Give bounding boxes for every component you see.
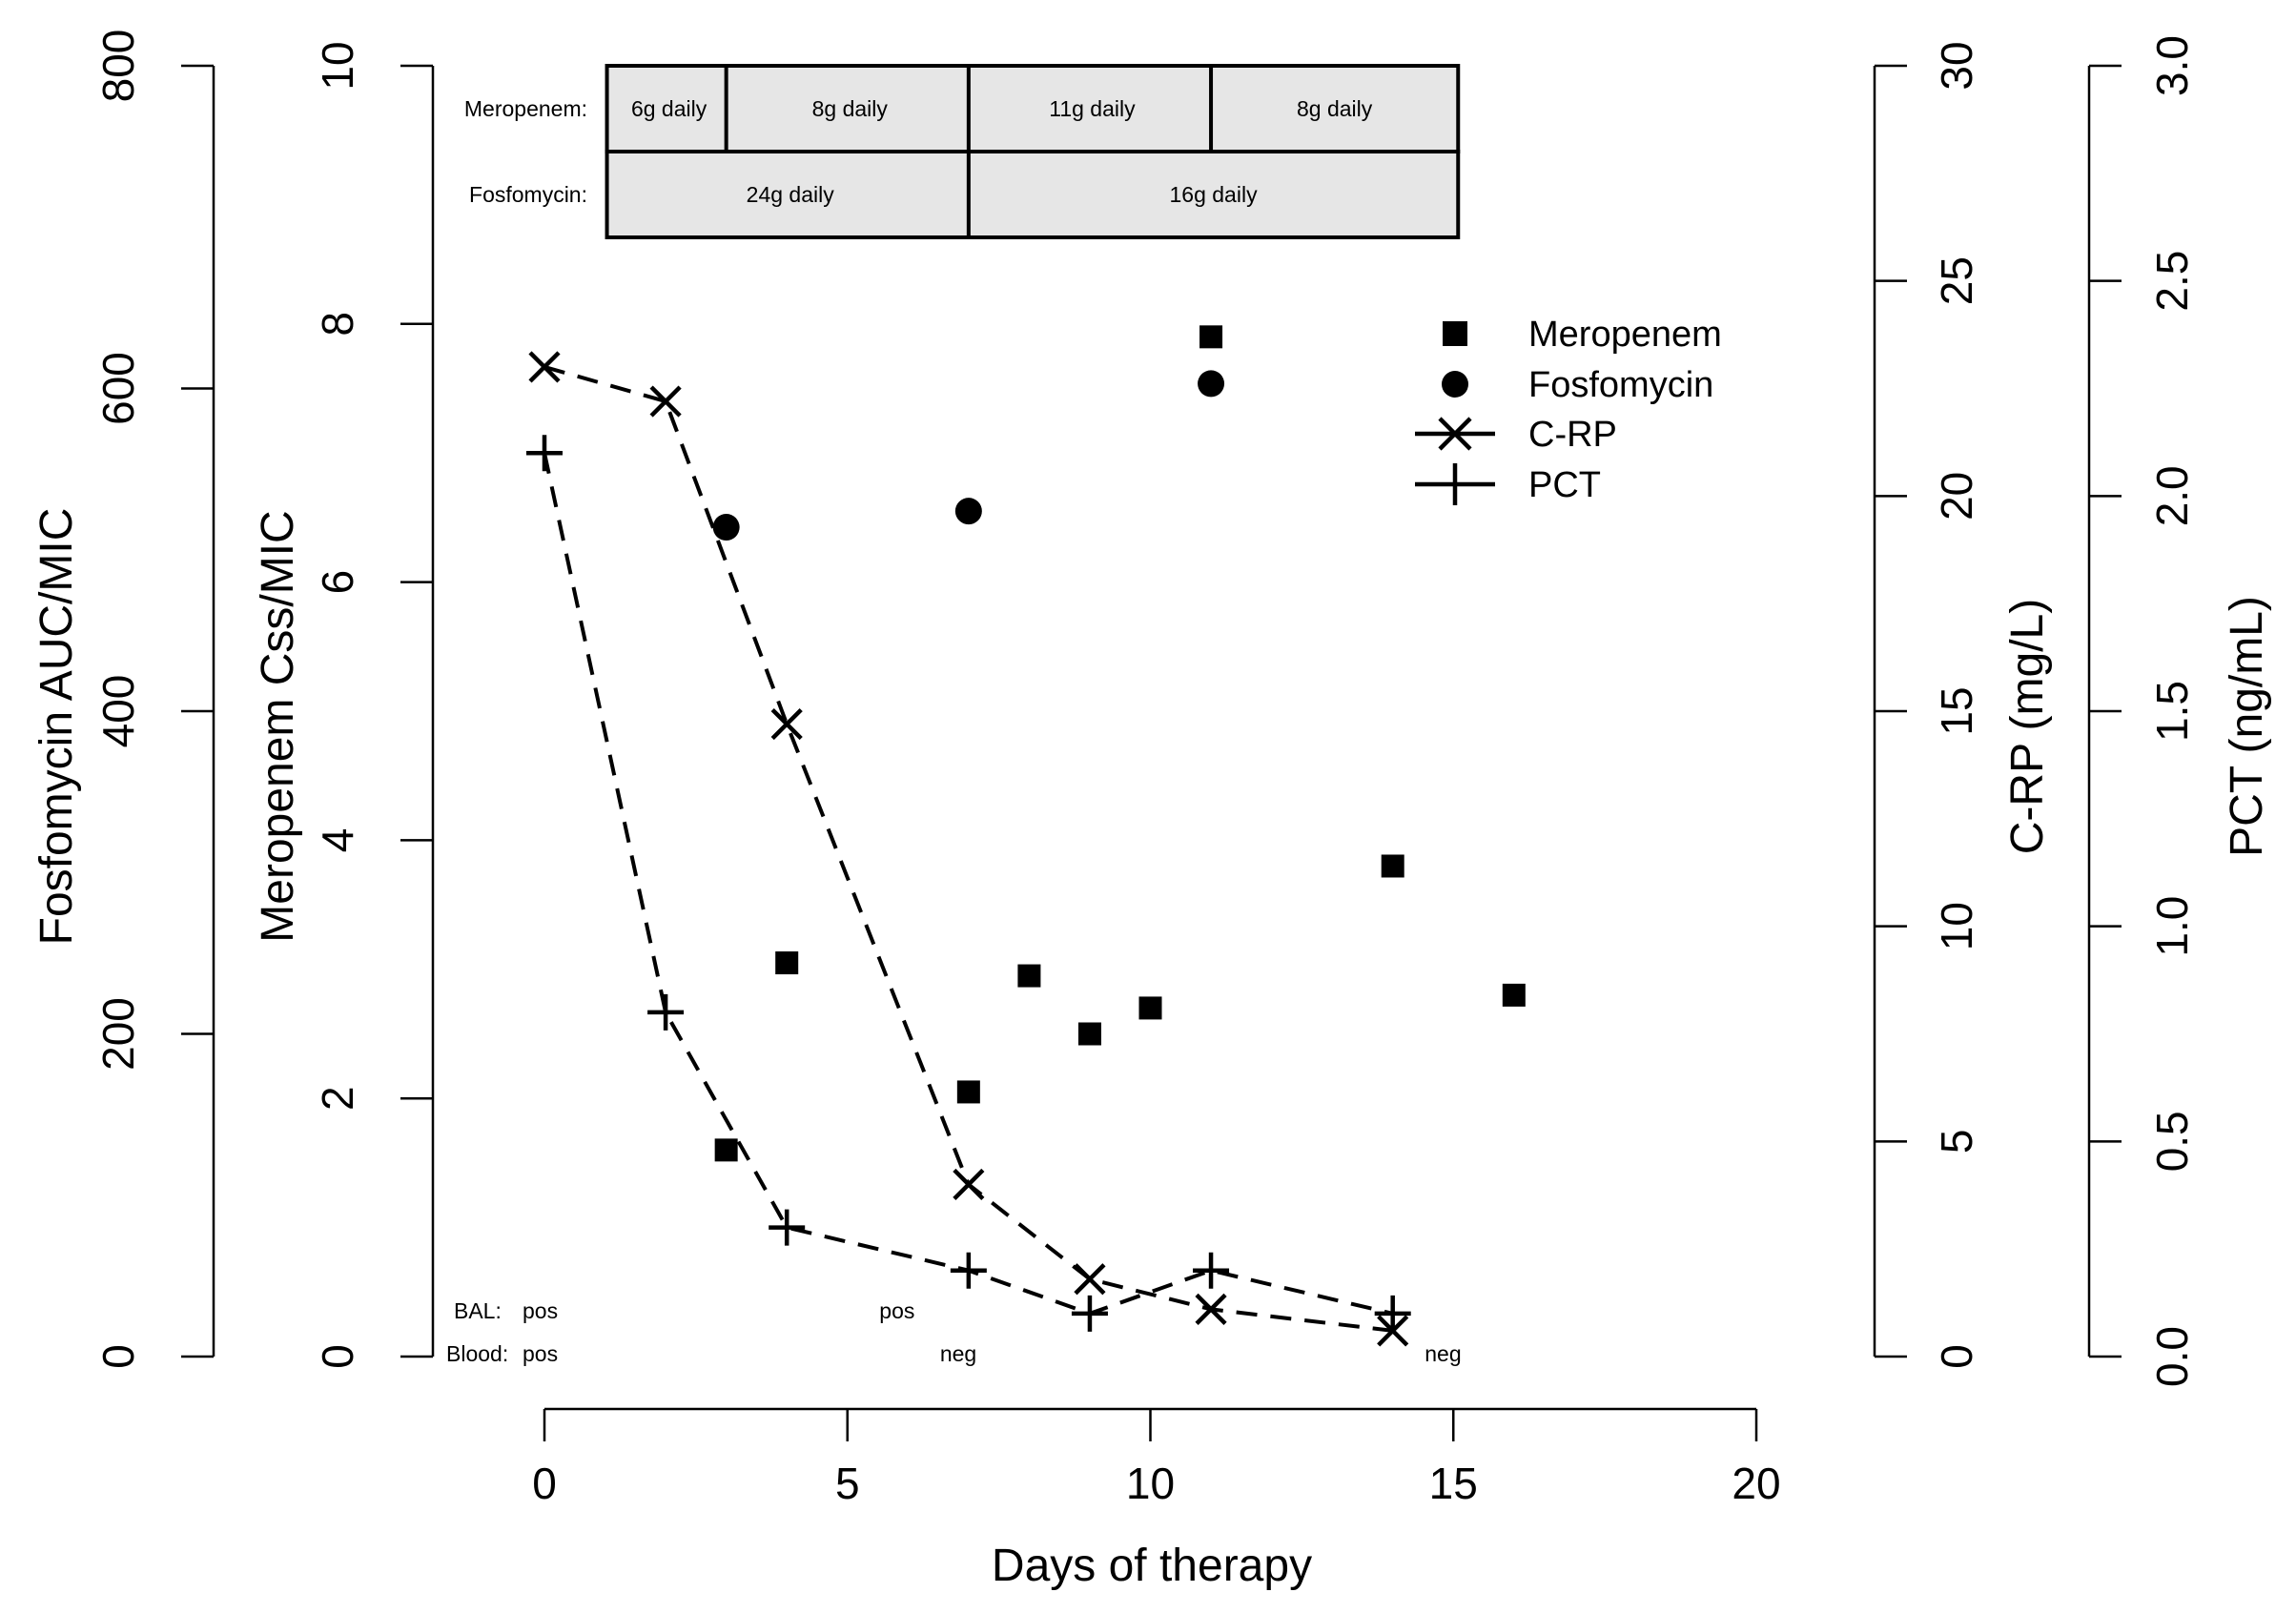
meropenem-point	[714, 1138, 738, 1162]
pct-point	[1374, 1295, 1411, 1332]
pct-tick-label: 1.5	[2147, 681, 2197, 742]
fosfomycin-tick-label: 800	[93, 30, 143, 103]
pct-tick-label: 2.0	[2147, 465, 2197, 526]
blood-label: Blood:	[446, 1341, 508, 1366]
pct-axis-title: PCT (ng/mL)	[2222, 596, 2272, 857]
legend-pct-label: PCT	[1528, 465, 1601, 505]
pct-line	[543, 452, 1394, 1317]
meropenem-dose-cell	[724, 64, 975, 153]
fosfomycin-point	[1198, 370, 1225, 398]
meropenem-tick-label: 6	[313, 570, 362, 595]
blood-result: neg	[1425, 1341, 1461, 1366]
fosfomycin-dose-cell	[966, 150, 1461, 239]
fosfomycin-point	[954, 498, 982, 525]
x-tick-label: 10	[1126, 1459, 1175, 1508]
crp-axis-title: C-RP (mg/L)	[2002, 599, 2053, 854]
bal-label: BAL:	[454, 1298, 502, 1323]
meropenem-tick-label: 10	[313, 41, 362, 90]
pct-point	[1193, 1252, 1230, 1289]
crp-tick-label: 30	[1932, 41, 1981, 90]
x-tick-label: 0	[532, 1459, 557, 1508]
meropenem-axis-title: Meropenem Css/MIC	[253, 510, 303, 942]
legend-fosfomycin-label: Fosfomycin	[1528, 365, 1713, 405]
fosfomycin-dose-label: 16g daily	[1170, 182, 1259, 207]
x-axis-title: Days of therapy	[992, 1541, 1312, 1591]
c-rp-point	[528, 351, 561, 383]
meropenem-tick-label: 2	[313, 1086, 362, 1111]
pct-axis: 0.0 0.5 1.0 1.5 2.0 2.5 3.0	[2087, 35, 2197, 1387]
meropenem-point	[1199, 325, 1223, 349]
fosfomycin-tick-label: 200	[93, 997, 143, 1071]
c-rp-point	[1195, 1293, 1227, 1325]
culture-results: pos pos pos neg neg	[523, 1298, 1462, 1366]
fosfomycin-auc-axis: 0 200 400 600 800	[93, 30, 215, 1369]
x-axis: 0 5 10 15 20	[532, 1407, 1781, 1508]
blood-result: neg	[940, 1341, 976, 1366]
legend-meropenem-marker	[1443, 321, 1467, 346]
pct-point	[769, 1209, 806, 1246]
meropenem-point	[956, 1080, 980, 1104]
pct-tick-label: 3.0	[2147, 35, 2197, 96]
x-tick-label: 5	[835, 1459, 860, 1508]
bal-result: pos	[879, 1298, 914, 1323]
blood-result: pos	[523, 1341, 558, 1366]
fosfomycin-tick-label: 0	[93, 1344, 143, 1369]
fosfomycin-dose-cell	[605, 150, 975, 239]
meropenem-point	[1017, 964, 1041, 988]
c-rp-point	[770, 707, 803, 741]
crp-tick-label: 0	[1932, 1344, 1981, 1369]
dosing-schedule: 6g daily 8g daily 11g daily 8g daily 24g dai…	[605, 64, 1461, 239]
legend-c-rp-label: C-RP	[1528, 415, 1617, 455]
legend: Meropenem Fosfomycin C-RP PCT	[1415, 315, 1722, 505]
meropenem-tick-label: 0	[313, 1344, 362, 1369]
meropenem-point	[1077, 1022, 1101, 1046]
crp-tick-label: 10	[1932, 902, 1981, 950]
fosfomycin-point	[712, 514, 740, 541]
legend-c-rp-marker	[1438, 417, 1472, 451]
x-tick-label: 20	[1732, 1459, 1780, 1508]
crp-tick-label: 15	[1932, 686, 1981, 735]
meropenem-dose-label: 8g daily	[1297, 96, 1373, 121]
meropenem-point	[1138, 996, 1162, 1020]
pct-point	[1071, 1295, 1108, 1332]
crp-tick-label: 20	[1932, 472, 1981, 521]
fosfomycin-tick-label: 600	[93, 352, 143, 425]
fosfomycin-tick-label: 400	[93, 675, 143, 748]
c-rp-point	[1074, 1263, 1106, 1296]
meropenem-point	[775, 951, 799, 975]
pct-tick-label: 1.0	[2147, 896, 2197, 957]
x-tick-label: 15	[1429, 1459, 1478, 1508]
crp-axis: 0 5 10 15 20 25 30	[1873, 41, 1981, 1369]
legend-meropenem-label: Meropenem	[1528, 315, 1722, 355]
meropenem-point	[1502, 983, 1526, 1007]
pct-tick-label: 0.5	[2147, 1111, 2197, 1172]
meropenem-dose-label: 6g daily	[631, 96, 707, 121]
pct-tick-label: 2.5	[2147, 251, 2197, 312]
meropenem-dose-label: 8g daily	[812, 96, 889, 121]
bal-result: pos	[523, 1298, 558, 1323]
crp-tick-label: 25	[1932, 256, 1981, 305]
dosing-fosfomycin-label: Fosfomycin:	[469, 182, 587, 207]
pct-point	[526, 435, 563, 472]
series-markers	[526, 325, 1526, 1347]
fosfomycin-axis-title: Fosfomycin AUC/MIC	[31, 508, 82, 946]
pct-point	[950, 1252, 987, 1289]
meropenem-css-axis: 0 2 4 6 8 10	[313, 41, 435, 1369]
pct-tick-label: 0.0	[2147, 1326, 2197, 1387]
pct-point	[647, 993, 685, 1031]
c-rp-point	[953, 1168, 985, 1201]
dosing-meropenem-label: Meropenem:	[464, 96, 587, 121]
fosfomycin-dose-label: 24g daily	[747, 182, 835, 207]
c-rp-point	[649, 385, 682, 418]
crp-tick-label: 5	[1932, 1130, 1981, 1154]
meropenem-point	[1381, 854, 1404, 878]
meropenem-dose-label: 11g daily	[1049, 96, 1136, 121]
meropenem-tick-label: 8	[313, 312, 362, 337]
meropenem-tick-label: 4	[313, 828, 362, 853]
legend-fosfomycin-marker	[1442, 371, 1468, 398]
